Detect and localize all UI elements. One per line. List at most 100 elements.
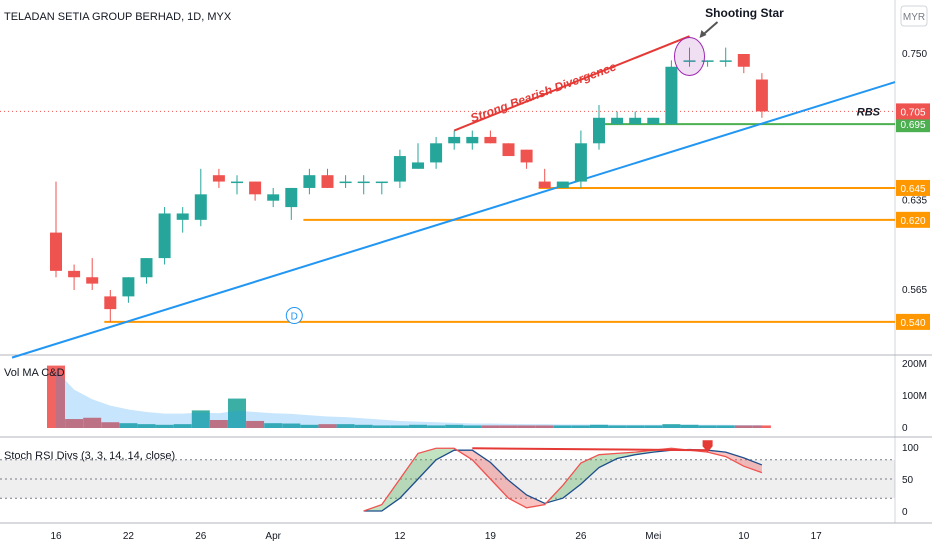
candle-body — [755, 79, 768, 112]
uptrend-line — [11, 81, 896, 359]
volume-bar — [571, 425, 590, 428]
currency-badge[interactable] — [900, 5, 928, 27]
candle-body — [140, 258, 153, 278]
volume-bar — [716, 425, 735, 428]
candle-body — [194, 194, 207, 220]
time-tick-label: 26 — [575, 531, 587, 542]
rsi-cloud-segment — [399, 453, 418, 499]
volume-bar — [535, 425, 554, 428]
rbs-label: RBS — [857, 106, 881, 118]
volume-bar — [608, 425, 627, 428]
stoch-rsi-pane-title: Stoch RSI Divs (3, 3, 14, 14, close) — [4, 450, 175, 462]
volume-bar — [246, 420, 265, 428]
shooting-star-arrowhead — [699, 30, 707, 38]
time-axis: 16 22 26 Apr 12 19 26 Mei 10 17 — [50, 531, 822, 542]
volume-bar — [65, 419, 84, 428]
volume-bar — [137, 424, 156, 428]
price-label: 0.645 — [900, 184, 925, 195]
volume-bar — [734, 425, 753, 428]
candle-body — [430, 143, 443, 163]
price-label: 0.705 — [900, 107, 925, 118]
dividend-marker — [285, 307, 303, 325]
candle-body — [629, 117, 642, 125]
time-tick-label: Apr — [265, 531, 281, 542]
currency-badge-label: MYR — [903, 12, 925, 23]
candle-body — [86, 277, 99, 284]
volume-bar — [390, 425, 409, 428]
rsi-cloud-segment — [562, 463, 581, 499]
stoch-rsi-lines — [0, 440, 895, 512]
candle-body — [212, 175, 225, 182]
time-tick-label: Mei — [645, 531, 661, 542]
volume-bar — [409, 424, 427, 428]
time-tick-label: 17 — [811, 531, 823, 542]
candle-body — [574, 143, 587, 182]
time-tick-label: 16 — [50, 531, 62, 542]
volume-bar — [155, 424, 174, 428]
volume-bar — [372, 425, 391, 428]
candle-body — [393, 156, 406, 182]
volume-bar — [47, 365, 65, 428]
volume-bar — [553, 425, 572, 428]
volume-bar — [662, 424, 681, 428]
volume-bar — [209, 420, 228, 428]
price-label-box — [896, 179, 930, 196]
price-label: 0.620 — [900, 216, 925, 227]
candle-body — [321, 175, 334, 188]
volume-bar — [752, 425, 771, 428]
candle-body — [719, 60, 732, 62]
volume-bar — [698, 425, 717, 428]
candle-body — [285, 187, 298, 208]
rsi-cloud-segment — [508, 480, 527, 508]
candle-body — [556, 181, 569, 188]
volume-bar — [626, 425, 645, 428]
chart-title: TELADAN SETIA GROUP BERHAD, 1D, MYX — [4, 11, 232, 23]
candle-body — [701, 60, 714, 62]
trendlines — [11, 35, 896, 359]
divergence-label: Strong Bearish Divergence — [469, 59, 619, 125]
volume-bar — [354, 424, 373, 428]
price-label: 0.540 — [900, 318, 925, 329]
shooting-star-label: Shooting Star — [705, 6, 784, 20]
rsi-cloud-segment — [526, 495, 545, 508]
candle-body — [448, 136, 461, 144]
volume-bar — [282, 423, 301, 428]
volume-tick-label: 0 — [902, 423, 908, 434]
volume-pane-title: Vol MA C&D — [4, 367, 65, 379]
price-label-box — [896, 116, 930, 133]
volume-bar — [427, 425, 446, 428]
volume-bars — [47, 365, 771, 428]
candle-body — [665, 66, 678, 125]
volume-bar — [119, 423, 138, 428]
volume-bar — [463, 425, 482, 428]
candle-body — [303, 175, 316, 188]
volume-bar — [300, 424, 319, 428]
time-tick-label: 10 — [738, 531, 750, 542]
candle-body — [683, 60, 696, 62]
volume-bar — [499, 425, 518, 428]
candle-body — [158, 213, 171, 259]
stoch-rsi-axis: 100 50 0 — [902, 443, 919, 518]
price-tick-label: 0.635 — [902, 196, 927, 207]
candle-body — [611, 117, 624, 125]
rsi-cloud-segment — [725, 452, 744, 467]
price-label: 0.695 — [900, 120, 925, 131]
candle-body — [50, 232, 62, 271]
candle-body — [412, 162, 424, 169]
volume-bar — [173, 424, 192, 428]
candle-body — [375, 181, 388, 184]
candle-body — [104, 296, 117, 310]
volume-bar — [318, 424, 337, 428]
rsi-divergence-marker — [702, 440, 713, 453]
rsi-tick-label: 0 — [902, 507, 908, 518]
candle-body — [502, 143, 515, 157]
price-label-box — [896, 211, 930, 228]
volume-bar — [590, 424, 608, 428]
candle-body — [737, 54, 750, 67]
candle-body — [593, 117, 605, 144]
candle-body — [339, 181, 352, 184]
price-divergence-line — [453, 35, 690, 132]
time-tick-label: 19 — [485, 531, 497, 542]
candle-body — [122, 277, 135, 297]
volume-axis: 200M 100M 0 — [902, 359, 927, 434]
